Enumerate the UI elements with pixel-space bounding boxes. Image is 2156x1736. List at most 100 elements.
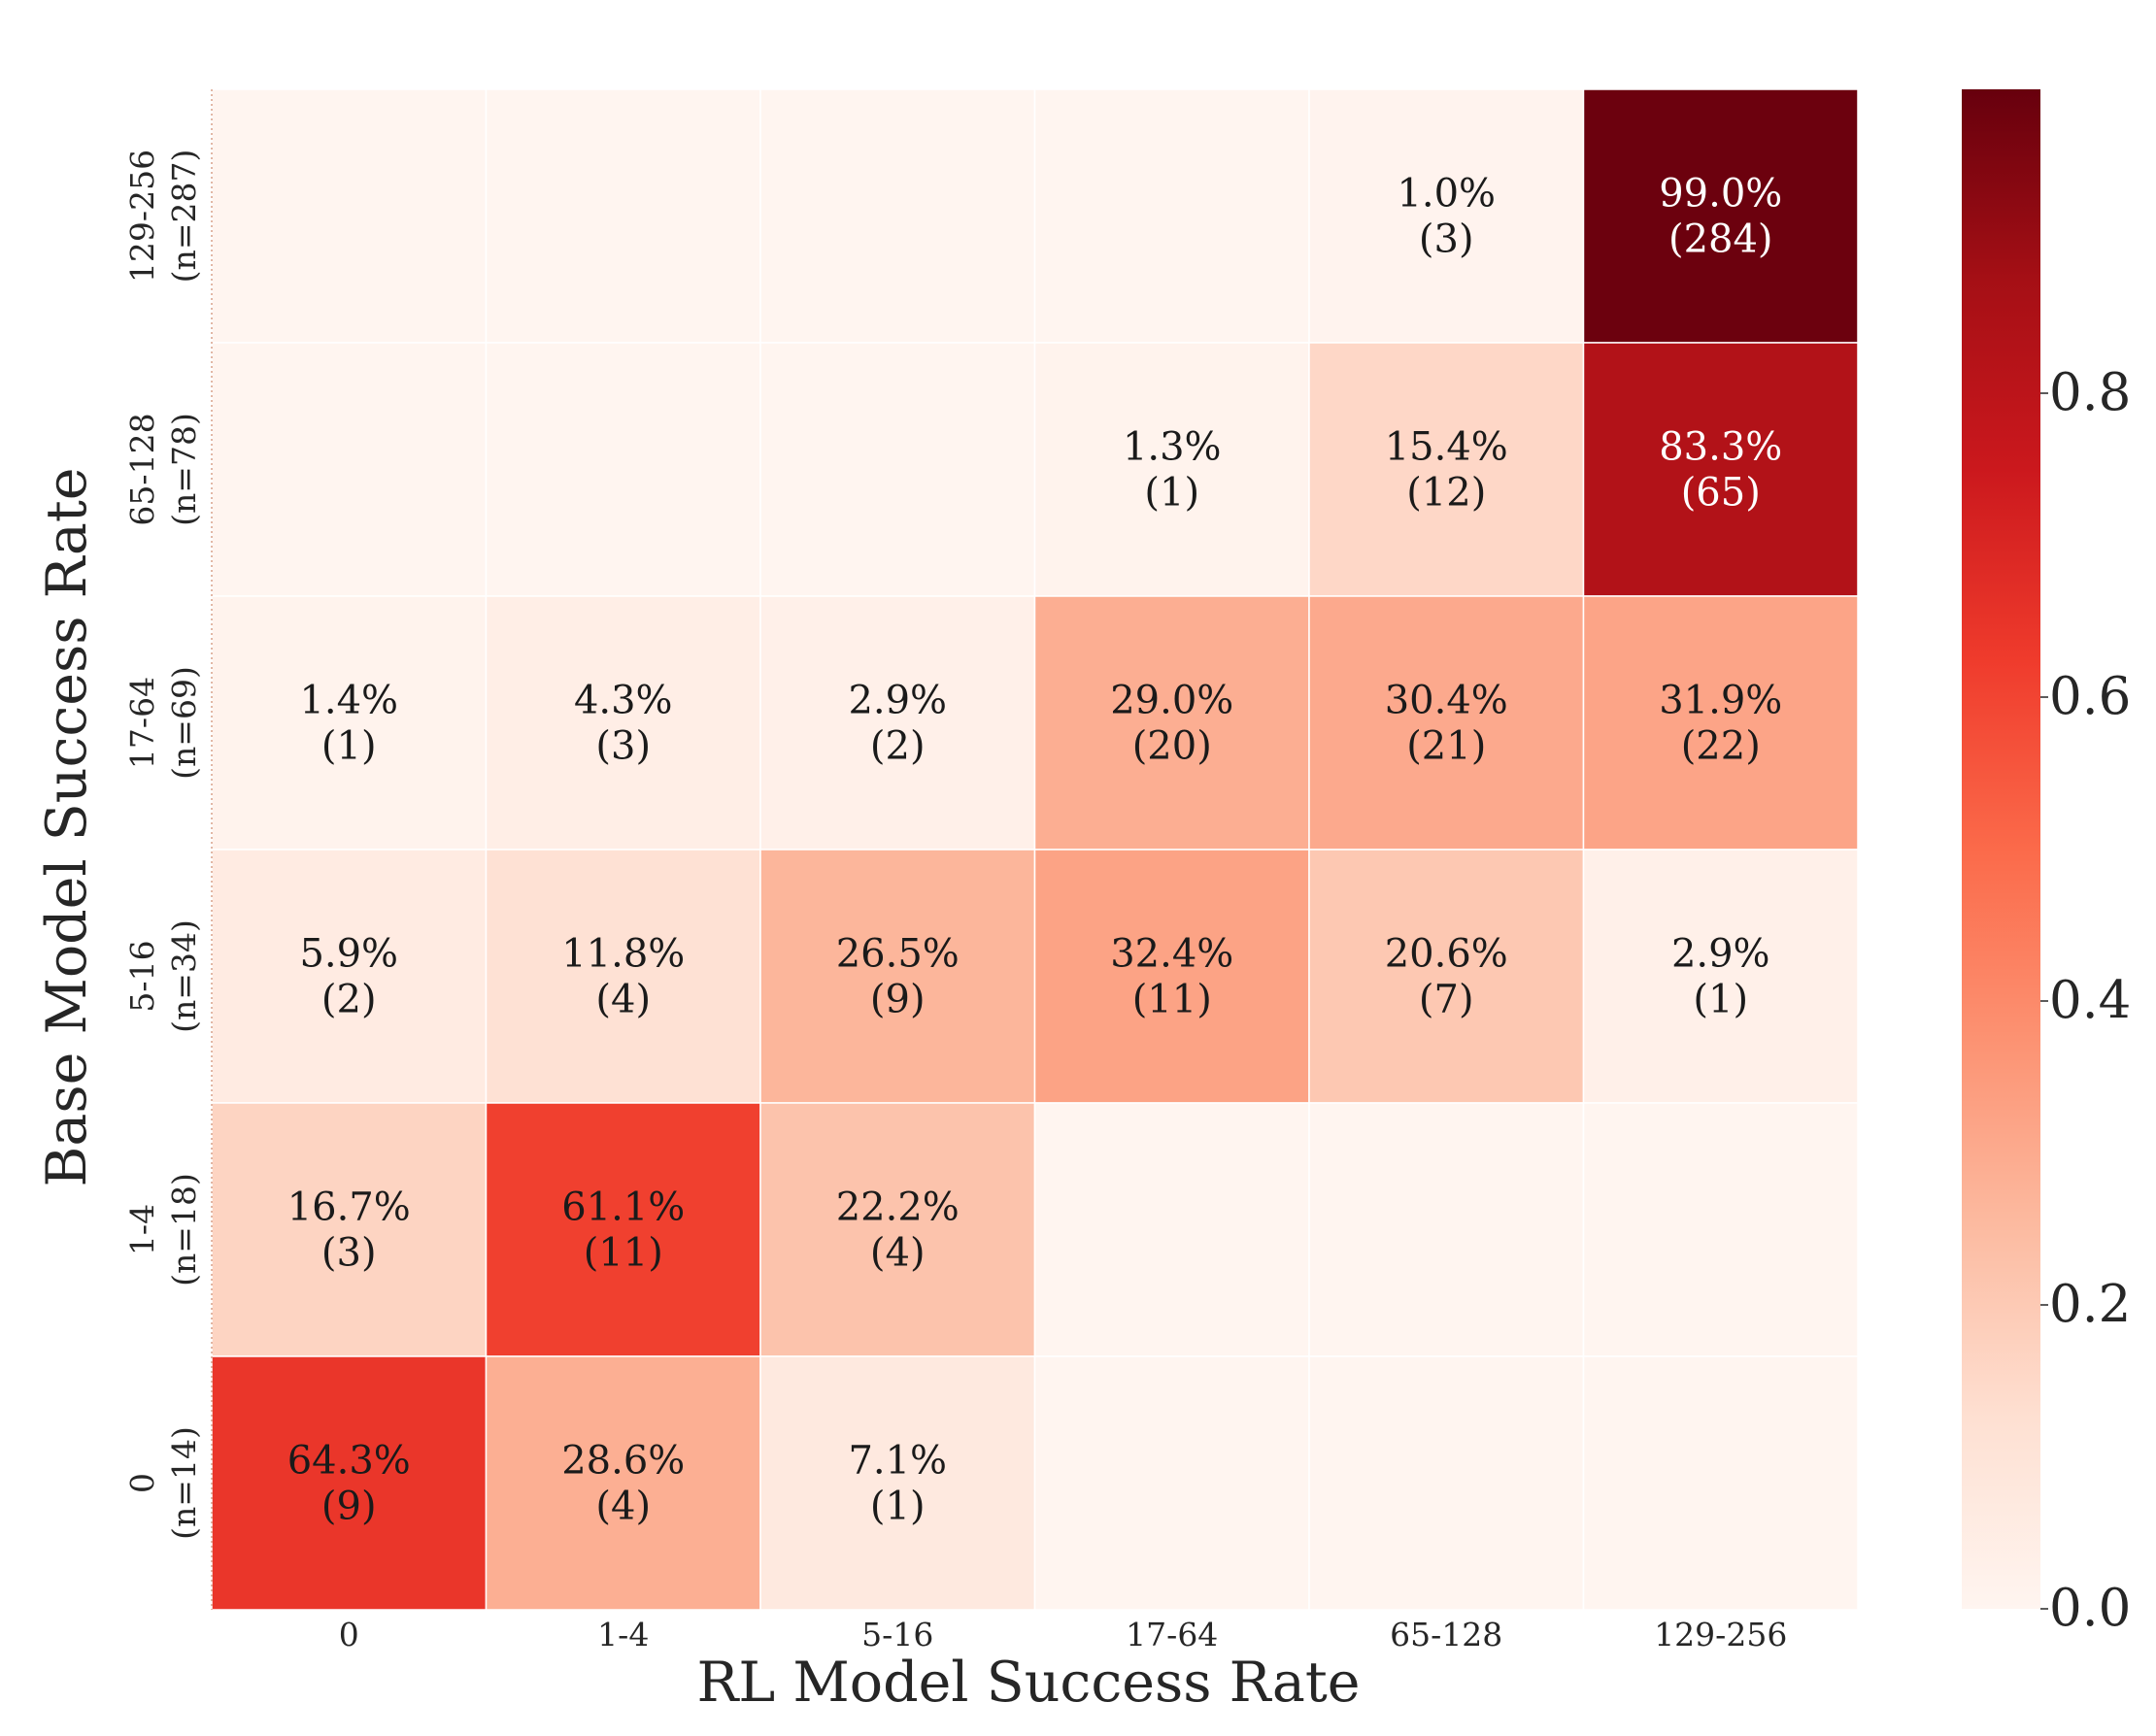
y-tick-count: (n=287): [165, 150, 203, 284]
heatmap-cell: [211, 88, 488, 344]
colorbar-tick-label: 0.2: [2049, 1275, 2131, 1334]
y-tick-labels: 129-256 (n=287) 65-128 (n=78) 17-64 (n=69) 5-1…: [123, 150, 203, 1540]
heatmap-cell: [485, 1102, 761, 1357]
cell-percent-label: 29.0%: [1110, 679, 1233, 723]
y-tick-category: 17-64: [123, 677, 161, 769]
heatmap-cell: [759, 1102, 1036, 1357]
y-tick-label: 65-128 (n=78): [123, 413, 203, 526]
y-tick-label: 5-16 (n=34): [123, 919, 203, 1033]
heatmap-cells: 1.0%(3)99.0%(284)1.3%(1)15.4%(12)83.3%(6…: [211, 88, 1859, 1611]
colorbar-ticks: 0.0 0.2 0.4 0.6 0.8: [2040, 363, 2131, 1638]
cell-percent-label: 5.9%: [299, 932, 398, 977]
heatmap-cell: [1582, 1102, 1859, 1357]
heatmap-cell: [1033, 1355, 1310, 1611]
heatmap-cell: [1308, 595, 1585, 851]
cell-percent-label: 4.3%: [574, 679, 673, 723]
cell-count-label: (22): [1681, 724, 1761, 769]
cell-count-label: (3): [1419, 217, 1474, 262]
y-tick-category: 0: [123, 1473, 161, 1493]
heatmap-cell: [1308, 342, 1585, 597]
y-tick-count: (n=18): [165, 1173, 203, 1286]
x-tick-label: 1-4: [597, 1616, 649, 1653]
heatmap-cell: [211, 595, 488, 851]
cell-count-label: (20): [1132, 724, 1212, 769]
cell-percent-label: 28.6%: [561, 1439, 685, 1484]
cell-percent-label: 1.4%: [299, 679, 398, 723]
cell-percent-label: 2.9%: [848, 679, 947, 723]
cell-count-label: (9): [870, 978, 926, 1022]
cell-count-label: (1): [870, 1485, 926, 1529]
heatmap-cell: [1033, 849, 1310, 1104]
heatmap-cell: [485, 849, 761, 1104]
heatmap-cell: [759, 342, 1036, 597]
cell-percent-label: 20.6%: [1385, 932, 1508, 977]
y-tick-label: 129-256 (n=287): [123, 150, 203, 284]
cell-count-label: (11): [1132, 978, 1212, 1022]
cell-count-label: (1): [321, 724, 377, 769]
cell-count-label: (4): [595, 1485, 651, 1529]
heatmap-cell: [211, 1355, 488, 1611]
cell-count-label: (4): [595, 978, 651, 1022]
cell-percent-label: 64.3%: [287, 1439, 411, 1484]
heatmap-cell: [485, 88, 761, 344]
heatmap-cell: [211, 342, 488, 597]
y-tick-count: (n=78): [165, 413, 203, 526]
x-tick-label: 0: [339, 1616, 359, 1653]
cell-percent-label: 61.1%: [561, 1185, 685, 1230]
cell-count-label: (284): [1668, 217, 1773, 262]
y-tick-label: 0 (n=14): [123, 1426, 203, 1540]
cell-percent-label: 30.4%: [1385, 679, 1508, 723]
heatmap-cell: [1308, 88, 1585, 344]
heatmap-cell: [1582, 88, 1859, 344]
x-tick-labels: 0 1-4 5-16 17-64 65-128 129-256: [339, 1616, 1788, 1653]
heatmap-cell: [485, 1355, 761, 1611]
heatmap-cell: [1582, 342, 1859, 597]
heatmap-cell: [759, 849, 1036, 1104]
y-tick-category: 129-256: [123, 150, 161, 283]
x-tick-label: 129-256: [1654, 1616, 1787, 1653]
cell-percent-label: 1.3%: [1123, 425, 1222, 470]
cell-percent-label: 83.3%: [1659, 425, 1782, 470]
cell-percent-label: 11.8%: [561, 932, 685, 977]
cell-count-label: (2): [321, 978, 377, 1022]
cell-count-label: (21): [1406, 724, 1486, 769]
cell-percent-label: 15.4%: [1385, 425, 1508, 470]
colorbar-tick-label: 0.4: [2049, 971, 2131, 1030]
heatmap-cell: [1308, 849, 1585, 1104]
y-tick-count: (n=34): [165, 919, 203, 1033]
colorbar-tick-label: 0.6: [2049, 667, 2131, 726]
cell-percent-label: 99.0%: [1659, 172, 1782, 217]
colorbar-tick-label: 0.8: [2049, 363, 2131, 422]
heatmap-cell: [759, 1355, 1036, 1611]
y-tick-category: 1-4: [123, 1204, 161, 1255]
heatmap-cell: [485, 342, 761, 597]
x-axis-label: RL Model Success Rate: [697, 1651, 1361, 1715]
cell-count-label: (1): [1144, 471, 1199, 516]
heatmap-cell: [1582, 849, 1859, 1104]
heatmap-cell: [759, 88, 1036, 344]
cell-count-label: (2): [870, 724, 926, 769]
cell-count-label: (3): [595, 724, 651, 769]
cell-count-label: (11): [584, 1231, 663, 1276]
x-tick-label: 65-128: [1390, 1616, 1502, 1653]
cell-count-label: (4): [870, 1231, 926, 1276]
cell-percent-label: 26.5%: [836, 932, 960, 977]
cell-percent-label: 22.2%: [836, 1185, 960, 1230]
cell-percent-label: 31.9%: [1659, 679, 1782, 723]
cell-count-label: (3): [321, 1231, 377, 1276]
cell-percent-label: 1.0%: [1397, 172, 1496, 217]
heatmap-cell: [1033, 595, 1310, 851]
y-tick-category: 5-16: [123, 940, 161, 1012]
x-tick-label: 17-64: [1126, 1616, 1218, 1653]
heatmap-cell: [1033, 88, 1310, 344]
heatmap-cell: [211, 1102, 488, 1357]
heatmap-cell: [1033, 1102, 1310, 1357]
colorbar: [1962, 89, 2040, 1609]
heatmap-cell: [1033, 342, 1310, 597]
heatmap-cell: [1582, 1355, 1859, 1611]
heatmap-cell: [1308, 1102, 1585, 1357]
cell-percent-label: 7.1%: [848, 1439, 947, 1484]
heatmap-cell: [1582, 595, 1859, 851]
y-tick-label: 1-4 (n=18): [123, 1173, 203, 1286]
